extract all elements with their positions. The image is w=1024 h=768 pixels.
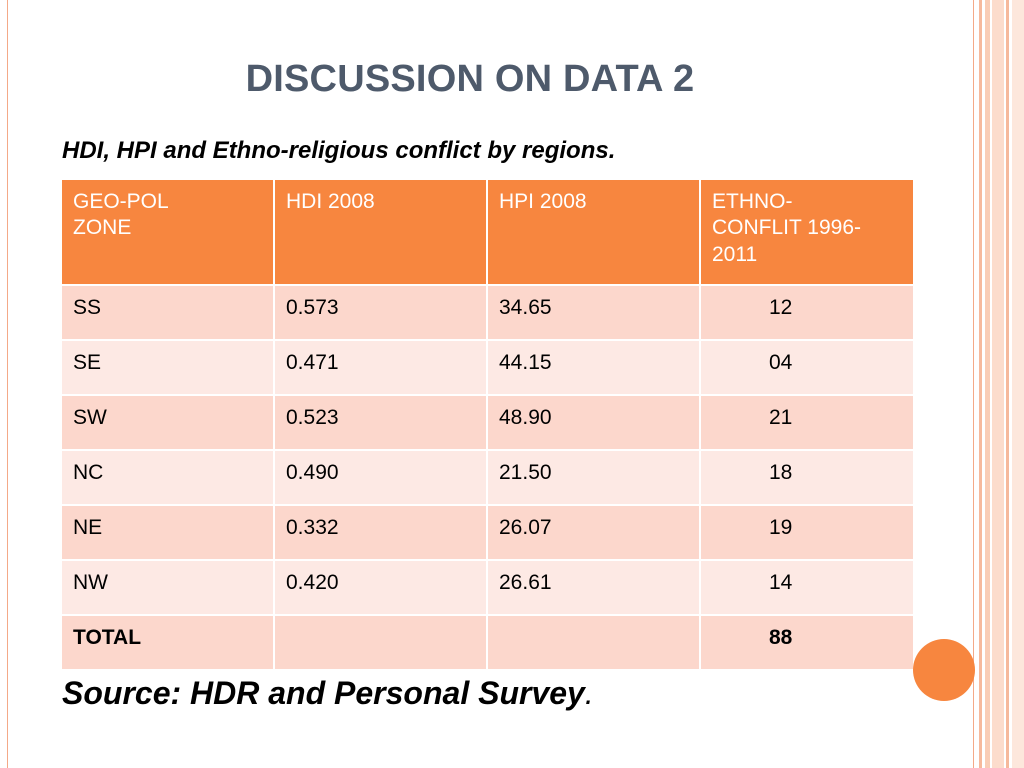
cell-conflict: 14 [699,559,915,616]
decorative-circle [913,639,975,701]
cell-hdi: 0.332 [273,504,488,561]
cell-hpi: 26.07 [486,504,701,561]
cell-conflict: 04 [699,339,915,396]
cell-zone: SE [60,339,275,396]
table-row: SW 0.523 48.90 21 [60,394,915,451]
cell-hpi: 48.90 [486,394,701,451]
cell-hpi: 34.65 [486,284,701,341]
cell-hdi: 0.573 [273,284,488,341]
table-total-row: TOTAL 88 [60,614,915,671]
slide-title: DISCUSSION ON DATA 2 [245,58,695,100]
cell-hpi: 21.50 [486,449,701,506]
decorative-stripe [1012,0,1024,768]
cell-conflict: 12 [699,284,915,341]
cell-hdi: 0.471 [273,339,488,396]
cell-empty [486,614,701,671]
source-period: . [584,675,594,711]
header-ethno-conflict: ETHNO- CONFLIT 1996- 2011 [699,178,915,286]
cell-conflict: 21 [699,394,915,451]
table-row: NW 0.420 26.61 14 [60,559,915,616]
cell-hpi: 26.61 [486,559,701,616]
data-table-container: GEO-POL ZONE HDI 2008 HPI 2008 ETHNO- CONF… [60,178,915,671]
cell-zone: NE [60,504,275,561]
cell-zone: NC [60,449,275,506]
table-row: SE 0.471 44.15 04 [60,339,915,396]
decorative-stripe [979,0,982,768]
source-text: Source: HDR and Personal Survey [62,675,585,711]
header-hdi-2008: HDI 2008 [273,178,488,286]
header-geo-pol-zone: GEO-POL ZONE [60,178,275,286]
cell-hdi: 0.523 [273,394,488,451]
cell-empty [273,614,488,671]
decorative-stripe [992,0,1004,768]
cell-hpi: 44.15 [486,339,701,396]
cell-zone: NW [60,559,275,616]
source-note: Source: HDR and Personal Survey. [62,675,594,712]
slide-subtitle: HDI, HPI and Ethno-religious conflict by… [62,137,616,164]
table-row: NE 0.332 26.07 19 [60,504,915,561]
table-row: SS 0.573 34.65 12 [60,284,915,341]
data-table: GEO-POL ZONE HDI 2008 HPI 2008 ETHNO- CONF… [60,178,915,671]
cell-zone: SS [60,284,275,341]
table-row: NC 0.490 21.50 18 [60,449,915,506]
cell-total-label: TOTAL [60,614,275,671]
cell-total-conflict: 88 [699,614,915,671]
header-hpi-2008: HPI 2008 [486,178,701,286]
decorative-stripe [985,0,990,768]
table-header-row: GEO-POL ZONE HDI 2008 HPI 2008 ETHNO- CONF… [60,178,915,286]
cell-zone: SW [60,394,275,451]
cell-conflict: 18 [699,449,915,506]
cell-hdi: 0.420 [273,559,488,616]
cell-conflict: 19 [699,504,915,561]
slide-frame [7,0,974,768]
cell-hdi: 0.490 [273,449,488,506]
decorative-stripe [1006,0,1009,768]
